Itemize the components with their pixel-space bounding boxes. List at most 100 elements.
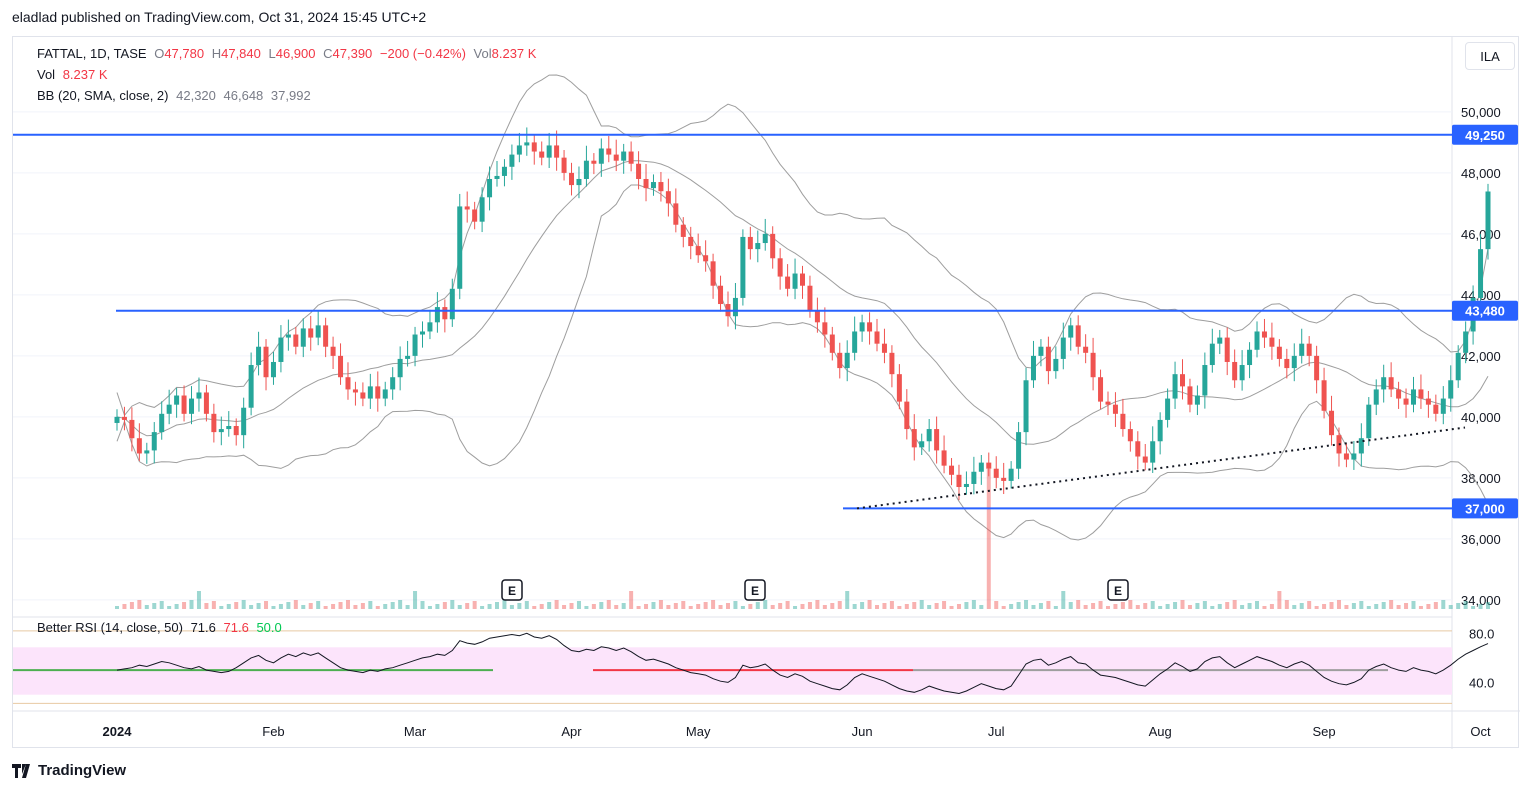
currency-button[interactable]: ILA [1465, 42, 1515, 70]
candle-body [889, 352, 895, 375]
candle-body [1403, 398, 1409, 405]
bb-lower-value: 37,992 [270, 88, 311, 103]
volume-bar [1307, 601, 1312, 609]
candle-body [1373, 389, 1379, 405]
volume-bar [1173, 602, 1178, 609]
volume-bar [793, 606, 798, 609]
volume-bar [733, 601, 738, 609]
volume-bar [331, 604, 336, 609]
time-tick-label: Jul [988, 724, 1005, 739]
volume-bar [517, 603, 522, 609]
candle-body [800, 273, 805, 286]
candle-body [1239, 365, 1245, 381]
volume-bar [584, 606, 589, 609]
rsi-legend: Better RSI (14, close, 50) 71.6 71.6 50.… [37, 620, 286, 635]
volume-bar [942, 601, 947, 609]
volume-bar [882, 603, 887, 609]
candle-body [263, 346, 269, 378]
volume-bar [1202, 601, 1207, 609]
volume-bar [1329, 602, 1334, 609]
chart-canvas[interactable]: 50,00048,00046,00044,00042,00040,00038,0… [13, 37, 1520, 749]
candle-body [1247, 349, 1253, 366]
candle-body [256, 346, 262, 366]
candle-body [1105, 401, 1111, 405]
candle-body [1455, 352, 1461, 381]
candle-body [1194, 395, 1200, 405]
volume-bar [904, 604, 909, 609]
volume-bar [778, 603, 783, 609]
candle-body [859, 322, 865, 332]
candle-body [598, 148, 604, 164]
volume-bar [204, 603, 209, 609]
candle-body [643, 178, 649, 189]
candle-body [211, 413, 217, 433]
candle-body [867, 322, 873, 332]
candle-body [926, 429, 932, 442]
volume-bar [1478, 604, 1483, 609]
earnings-marker[interactable] [1107, 579, 1129, 601]
volume-bar [1448, 605, 1453, 609]
volume-bar [576, 601, 581, 609]
candle-body [1388, 377, 1394, 390]
volume-bar [338, 602, 343, 609]
volume-bar [1433, 602, 1438, 609]
volume-bar [368, 601, 373, 609]
earnings-marker[interactable] [744, 579, 766, 601]
volume-bar [144, 605, 149, 609]
candle-body [777, 258, 783, 277]
candle-body [874, 331, 880, 344]
volume-bar [1418, 606, 1423, 609]
candle-body [1045, 346, 1051, 372]
volume-bar [740, 606, 745, 609]
candle-body [569, 172, 575, 186]
candle-body [293, 334, 299, 347]
volume-bar [487, 604, 492, 609]
candle-body [501, 166, 507, 176]
volume-bar [539, 604, 544, 609]
candle-body [1209, 343, 1215, 366]
candle-body [807, 285, 813, 311]
volume-bar [1269, 604, 1274, 609]
candle-body [1202, 365, 1208, 396]
volume-bar [1366, 606, 1371, 609]
volume-bar [621, 603, 626, 609]
volume-bar [1038, 603, 1043, 609]
volume-bar [1456, 603, 1461, 609]
candle-body [539, 151, 545, 158]
bb-label[interactable]: BB (20, SMA, close, 2) [37, 88, 169, 103]
candle-body [1112, 404, 1118, 414]
earnings-marker[interactable] [501, 579, 523, 601]
volume-bar [860, 602, 865, 609]
tradingview-logo[interactable]: TradingView [12, 762, 126, 779]
symbol-label[interactable]: FATTAL, 1D, TASE [37, 46, 147, 61]
volume-bar [524, 601, 529, 609]
candle-body [941, 450, 947, 466]
candle-body [963, 483, 969, 488]
volume-bar [1359, 601, 1364, 609]
vol-indicator-label[interactable]: Vol [37, 67, 56, 82]
volume-bar [934, 603, 939, 609]
chart-frame[interactable]: 50,00048,00046,00044,00042,00040,00038,0… [12, 36, 1520, 749]
volume-bar [278, 604, 283, 609]
volume-bar [1135, 605, 1140, 609]
volume-bar [219, 606, 224, 609]
bb-legend: BB (20, SMA, close, 2) 42,320 46,648 37,… [37, 88, 315, 103]
trendline[interactable] [856, 426, 1466, 510]
candle-body [1135, 441, 1141, 457]
volume-bar [383, 604, 388, 609]
high-value: 47,840 [221, 46, 261, 61]
candle-body [419, 331, 425, 335]
brand-text: TradingView [38, 762, 127, 779]
volume-bar [1091, 603, 1096, 609]
volume-bar [636, 606, 641, 609]
candle-body [919, 441, 925, 448]
volume-bar [405, 605, 410, 609]
candle-body [487, 178, 493, 198]
candle-body [1329, 410, 1335, 436]
volume-bar [591, 604, 596, 609]
volume-bar [1471, 606, 1476, 609]
volume-bar [1076, 600, 1081, 609]
candle-body [896, 374, 902, 402]
volume-bar [1255, 601, 1260, 609]
rsi-label[interactable]: Better RSI (14, close, 50) [37, 620, 183, 635]
